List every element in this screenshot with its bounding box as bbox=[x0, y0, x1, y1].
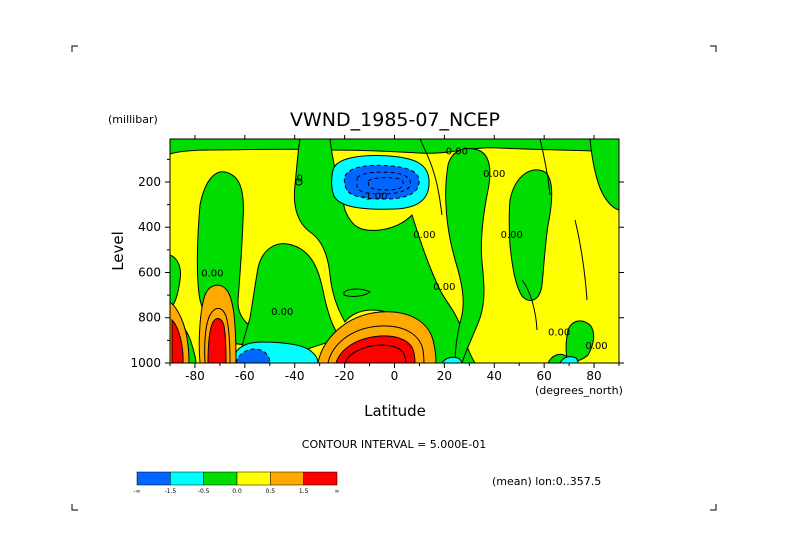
colorbar-label: 1.5 bbox=[299, 488, 309, 495]
colorbar-label: -0.5 bbox=[198, 488, 210, 495]
plot-area bbox=[170, 139, 619, 363]
y-tick-label: 1000 bbox=[130, 356, 161, 370]
contour-lines bbox=[295, 139, 588, 331]
colorbar-swatch bbox=[203, 471, 238, 486]
mean-lon-info: (mean) lon:0..357.5 bbox=[492, 475, 601, 488]
x-tick-label: 80 bbox=[586, 369, 601, 383]
x-tick-label: -80 bbox=[185, 369, 205, 383]
crop-marks bbox=[71, 45, 717, 511]
y-tick-label: 800 bbox=[138, 311, 161, 325]
contour-label: 0.00 bbox=[585, 341, 607, 352]
contour-label: 0.00 bbox=[413, 230, 435, 241]
y-axis-title: Level bbox=[109, 231, 127, 271]
colorbar-label: 0.5 bbox=[266, 488, 276, 495]
x-units-label: (degrees_north) bbox=[535, 384, 623, 397]
y-units-label: (millibar) bbox=[108, 113, 158, 126]
contour-label: 0.00 bbox=[201, 268, 223, 279]
x-tick-label: -40 bbox=[285, 369, 305, 383]
contour-label: 0.00 bbox=[548, 327, 570, 338]
x-tick-label: 40 bbox=[487, 369, 502, 383]
contour-label: 0.00 bbox=[501, 230, 523, 241]
colorbar-label: -∞ bbox=[133, 488, 140, 495]
colorbar-swatch bbox=[136, 471, 171, 486]
colorbar: -∞ -1.5 -0.5 0.0 0.5 1.5 ∞ bbox=[133, 471, 340, 495]
y-axis: 200 400 600 800 1000 bbox=[130, 158, 624, 370]
field-positive-strong bbox=[170, 284, 437, 363]
colorbar-swatch bbox=[170, 471, 204, 486]
contour-label: -1.00 bbox=[362, 192, 388, 203]
x-tick-label: 20 bbox=[437, 369, 452, 383]
contour-label: 0.00 bbox=[271, 307, 293, 318]
contour-labels: 0.00 -1.00 0.00 0.00 0.00 0.00 0.00 0.00 0.00 0.0… bbox=[201, 146, 607, 352]
x-tick-label: 0 bbox=[391, 369, 399, 383]
colorbar-swatch bbox=[303, 471, 338, 486]
y-tick-label: 600 bbox=[138, 265, 161, 279]
field-negative-lower-left bbox=[231, 341, 579, 363]
y-tick-label: 400 bbox=[138, 220, 161, 234]
contour-interval-note: CONTOUR INTERVAL = 5.000E-01 bbox=[302, 438, 486, 451]
x-axis: -80 -60 -40 -20 0 20 40 60 80 bbox=[169, 135, 620, 383]
x-tick-label: -60 bbox=[235, 369, 255, 383]
colorbar-swatch bbox=[236, 471, 271, 486]
x-tick-label: 60 bbox=[537, 369, 552, 383]
chart-title: VWND_1985-07_NCEP bbox=[290, 109, 500, 131]
colorbar-label: 0.0 bbox=[232, 488, 242, 495]
colorbar-swatch bbox=[270, 471, 304, 486]
colorbar-label: -1.5 bbox=[164, 488, 176, 495]
contour-label: 0.00 bbox=[433, 282, 455, 293]
contour-label: 0.00 bbox=[446, 146, 468, 157]
x-axis-title: Latitude bbox=[364, 402, 426, 420]
x-tick-label: -20 bbox=[335, 369, 355, 383]
y-tick-label: 200 bbox=[138, 175, 161, 189]
contour-label: 0 bbox=[297, 173, 303, 184]
colorbar-label: ∞ bbox=[335, 488, 340, 495]
contour-label: 0.00 bbox=[483, 169, 505, 180]
field-negative-jet bbox=[331, 155, 430, 210]
